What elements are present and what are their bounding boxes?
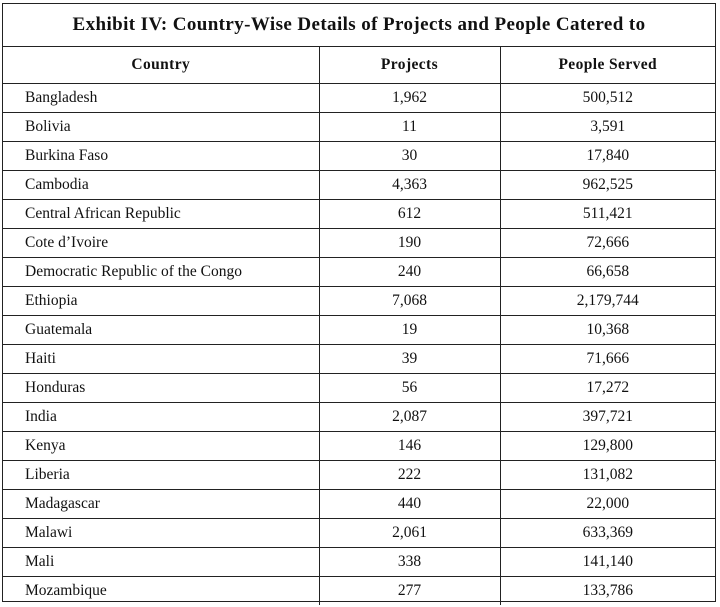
table-row: Mozambique 277 133,786 bbox=[3, 576, 715, 605]
table-row: Bangladesh 1,962 500,512 bbox=[3, 83, 715, 113]
country-cell: Guatemala bbox=[3, 315, 319, 345]
table-row: Bolivia 11 3,591 bbox=[3, 112, 715, 142]
table-row: Burkina Faso 30 17,840 bbox=[3, 141, 715, 171]
table-row: Mali 338 141,140 bbox=[3, 547, 715, 577]
country-cell: Liberia bbox=[3, 460, 319, 490]
projects-cell: 2,087 bbox=[318, 402, 500, 432]
projects-cell: 440 bbox=[318, 489, 500, 519]
projects-cell: 338 bbox=[318, 547, 500, 577]
country-cell: Democratic Republic of the Congo bbox=[3, 257, 319, 287]
people-served-cell: 129,800 bbox=[499, 431, 715, 461]
table-row: Central African Republic 612 511,421 bbox=[3, 199, 715, 229]
projects-cell: 11 bbox=[318, 112, 500, 142]
exhibit-table-container: Exhibit IV: Country-Wise Details of Proj… bbox=[2, 3, 716, 605]
column-header-projects: Projects bbox=[318, 47, 500, 84]
people-served-cell: 133,786 bbox=[499, 576, 715, 605]
people-served-cell: 962,525 bbox=[499, 170, 715, 200]
table-row: India 2,087 397,721 bbox=[3, 402, 715, 432]
header-row: Country Projects People Served bbox=[3, 47, 715, 84]
country-projects-table: Country Projects People Served Banglades… bbox=[3, 47, 715, 605]
people-served-cell: 131,082 bbox=[499, 460, 715, 490]
exhibit-title: Exhibit IV: Country-Wise Details of Proj… bbox=[3, 4, 715, 47]
projects-cell: 277 bbox=[318, 576, 500, 605]
table-row: Guatemala 19 10,368 bbox=[3, 315, 715, 345]
projects-cell: 190 bbox=[318, 228, 500, 258]
people-served-cell: 72,666 bbox=[499, 228, 715, 258]
people-served-cell: 141,140 bbox=[499, 547, 715, 577]
people-served-cell: 397,721 bbox=[499, 402, 715, 432]
table-row: Liberia 222 131,082 bbox=[3, 460, 715, 490]
country-cell: Haiti bbox=[3, 344, 319, 374]
country-cell: Ethiopia bbox=[3, 286, 319, 316]
projects-cell: 1,962 bbox=[318, 83, 500, 113]
table-row: Cambodia 4,363 962,525 bbox=[3, 170, 715, 200]
people-served-cell: 22,000 bbox=[499, 489, 715, 519]
table-row: Malawi 2,061 633,369 bbox=[3, 518, 715, 548]
country-cell: Bolivia bbox=[3, 112, 319, 142]
country-cell: Mozambique bbox=[3, 576, 319, 605]
country-cell: Madagascar bbox=[3, 489, 319, 519]
people-served-cell: 66,658 bbox=[499, 257, 715, 287]
people-served-cell: 10,368 bbox=[499, 315, 715, 345]
projects-cell: 56 bbox=[318, 373, 500, 403]
table-row: Ethiopia 7,068 2,179,744 bbox=[3, 286, 715, 316]
projects-cell: 240 bbox=[318, 257, 500, 287]
country-cell: India bbox=[3, 402, 319, 432]
country-cell: Cote d’Ivoire bbox=[3, 228, 319, 258]
table-row: Kenya 146 129,800 bbox=[3, 431, 715, 461]
people-served-cell: 17,272 bbox=[499, 373, 715, 403]
country-cell: Mali bbox=[3, 547, 319, 577]
people-served-cell: 500,512 bbox=[499, 83, 715, 113]
table-row: Madagascar 440 22,000 bbox=[3, 489, 715, 519]
country-cell: Central African Republic bbox=[3, 199, 319, 229]
people-served-cell: 633,369 bbox=[499, 518, 715, 548]
country-cell: Bangladesh bbox=[3, 83, 319, 113]
projects-cell: 2,061 bbox=[318, 518, 500, 548]
projects-cell: 612 bbox=[318, 199, 500, 229]
country-cell: Kenya bbox=[3, 431, 319, 461]
projects-cell: 146 bbox=[318, 431, 500, 461]
projects-cell: 39 bbox=[318, 344, 500, 374]
country-cell: Burkina Faso bbox=[3, 141, 319, 171]
people-served-cell: 17,840 bbox=[499, 141, 715, 171]
table-row: Democratic Republic of the Congo 240 66,65… bbox=[3, 257, 715, 287]
projects-cell: 4,363 bbox=[318, 170, 500, 200]
projects-cell: 222 bbox=[318, 460, 500, 490]
projects-cell: 7,068 bbox=[318, 286, 500, 316]
people-served-cell: 511,421 bbox=[499, 199, 715, 229]
table-row: Cote d’Ivoire 190 72,666 bbox=[3, 228, 715, 258]
people-served-cell: 2,179,744 bbox=[499, 286, 715, 316]
table-row: Haiti 39 71,666 bbox=[3, 344, 715, 374]
table-row: Honduras 56 17,272 bbox=[3, 373, 715, 403]
people-served-cell: 71,666 bbox=[499, 344, 715, 374]
country-cell: Honduras bbox=[3, 373, 319, 403]
column-header-country: Country bbox=[131, 56, 191, 73]
country-cell: Malawi bbox=[3, 518, 319, 548]
projects-cell: 30 bbox=[318, 141, 500, 171]
projects-cell: 19 bbox=[318, 315, 500, 345]
country-cell: Cambodia bbox=[3, 170, 319, 200]
column-header-people-served: People Served bbox=[499, 47, 715, 84]
people-served-cell: 3,591 bbox=[499, 112, 715, 142]
